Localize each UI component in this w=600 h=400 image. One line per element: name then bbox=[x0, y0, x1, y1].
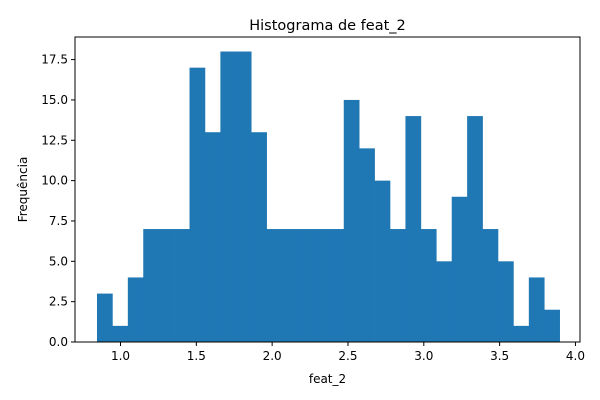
chart-title: Histograma de feat_2 bbox=[249, 18, 406, 34]
histogram-bar bbox=[297, 229, 314, 342]
histogram-bar bbox=[359, 148, 375, 342]
histogram-bar bbox=[96, 293, 113, 342]
y-tick-label: 5.0 bbox=[49, 254, 68, 268]
histogram-bar bbox=[251, 132, 267, 342]
histogram-bar bbox=[436, 261, 453, 342]
histogram-bar bbox=[174, 229, 190, 342]
bars-group bbox=[96, 51, 560, 343]
y-tick-label: 7.5 bbox=[49, 214, 68, 228]
x-tick-label: 2.0 bbox=[263, 349, 282, 363]
histogram-bar bbox=[390, 229, 406, 342]
histogram-bar bbox=[112, 325, 129, 342]
y-ticks-group: 0.0 2.5 5.0 7.5 10.0 12.5 15.0 17.5 bbox=[41, 53, 75, 349]
histogram-bar bbox=[513, 325, 530, 342]
x-tick-label: 3.5 bbox=[490, 349, 509, 363]
x-axis-label: feat_2 bbox=[309, 372, 346, 386]
histogram-bar bbox=[189, 67, 206, 342]
x-tick-label: 1.0 bbox=[111, 349, 130, 363]
y-tick-label: 17.5 bbox=[41, 53, 68, 67]
histogram-bar bbox=[235, 51, 252, 343]
histogram-bar bbox=[127, 277, 144, 342]
histogram-bar bbox=[544, 309, 560, 342]
histogram-bar bbox=[528, 277, 545, 342]
x-tick-label: 1.5 bbox=[187, 349, 206, 363]
histogram-bar bbox=[497, 261, 514, 342]
histogram-bar bbox=[374, 180, 391, 342]
x-tick-label: 3.0 bbox=[414, 349, 433, 363]
x-ticks-group: 1.0 1.5 2.0 2.5 3.0 3.5 4.0 bbox=[111, 342, 585, 363]
histogram-bar bbox=[158, 229, 175, 342]
x-tick-label: 4.0 bbox=[566, 349, 585, 363]
histogram-bar bbox=[343, 99, 360, 342]
histogram-bar bbox=[312, 229, 329, 342]
histogram-bar bbox=[282, 229, 298, 342]
histogram-bar bbox=[220, 51, 237, 343]
histogram-bar bbox=[204, 132, 221, 342]
histogram-bar bbox=[143, 229, 159, 342]
y-tick-label: 0.0 bbox=[49, 335, 68, 349]
histogram-bar bbox=[451, 196, 468, 342]
histogram-bar bbox=[266, 229, 283, 342]
y-axis-label: Frequência bbox=[16, 157, 30, 223]
y-tick-label: 2.5 bbox=[49, 295, 68, 309]
histogram-bar bbox=[482, 229, 499, 342]
y-tick-label: 15.0 bbox=[41, 93, 68, 107]
histogram-bar bbox=[467, 116, 483, 343]
histogram-bar bbox=[420, 229, 437, 342]
y-tick-label: 12.5 bbox=[41, 133, 68, 147]
plot-frame bbox=[74, 36, 581, 343]
histogram-bar bbox=[328, 229, 345, 342]
y-tick-label: 10.0 bbox=[41, 174, 68, 188]
x-tick-label: 2.5 bbox=[338, 349, 357, 363]
histogram-bar bbox=[405, 116, 422, 343]
